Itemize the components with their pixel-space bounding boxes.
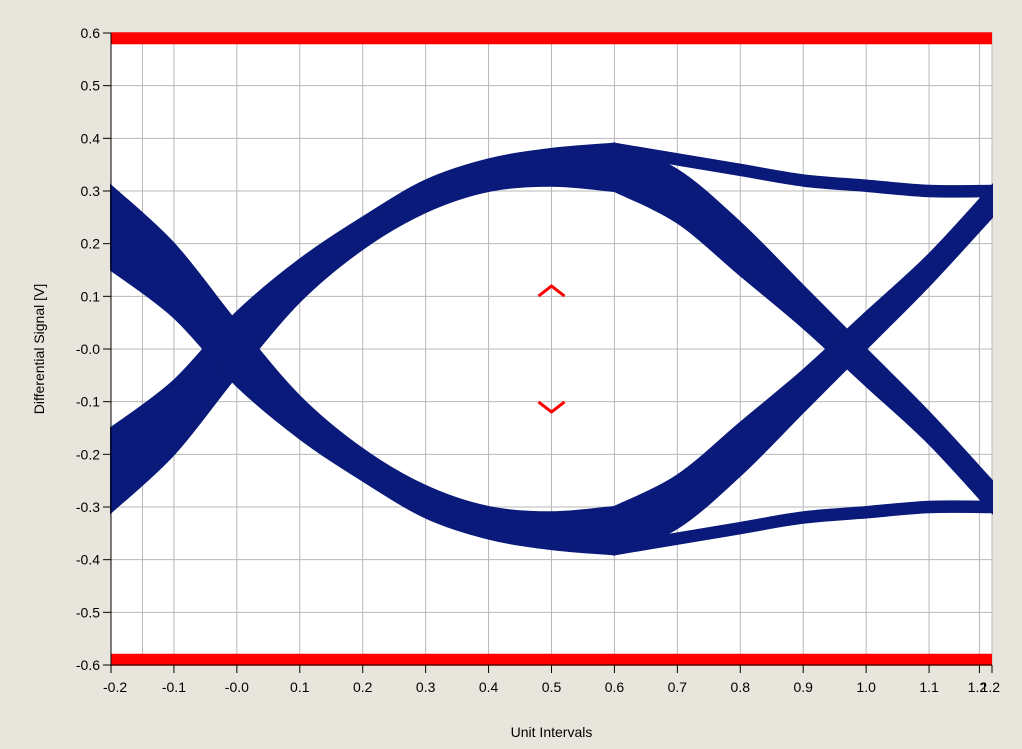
y-tick-label: -0.3 bbox=[76, 499, 100, 515]
x-tick-label: 1.0 bbox=[856, 679, 876, 695]
x-axis-title: Unit Intervals bbox=[511, 724, 593, 740]
y-tick-label: -0.4 bbox=[76, 552, 100, 568]
x-tick-label: -0.1 bbox=[162, 679, 186, 695]
mask-marker-caret-down bbox=[537, 400, 566, 414]
x-tick-label: 1.2 bbox=[968, 679, 988, 695]
y-tick-label: -0.1 bbox=[76, 394, 100, 410]
x-tick-label: 1.2 bbox=[981, 679, 1001, 695]
eye-trace-band-lower-rise bbox=[613, 183, 993, 556]
y-tick-label: 0.1 bbox=[81, 288, 101, 304]
x-tick-label: 0.3 bbox=[416, 679, 436, 695]
y-tick-label: 0.3 bbox=[81, 183, 101, 199]
x-tick-label: 0.8 bbox=[731, 679, 751, 695]
x-tick-label: 0.2 bbox=[353, 679, 373, 695]
mask-top-bar bbox=[111, 32, 992, 45]
y-tick-label: 0.5 bbox=[81, 78, 101, 94]
y-tick-label: 0.4 bbox=[81, 130, 101, 146]
y-tick-label: 0.6 bbox=[81, 25, 101, 41]
y-tick-label: -0.5 bbox=[76, 604, 100, 620]
mask-bottom-bar bbox=[111, 653, 992, 666]
x-tick-label: 0.6 bbox=[605, 679, 625, 695]
x-tick-label: 0.9 bbox=[793, 679, 813, 695]
eye-trace-band-upper-flat bbox=[613, 142, 993, 198]
y-tick-label: -0.6 bbox=[76, 657, 100, 673]
x-tick-label: -0.2 bbox=[103, 679, 127, 695]
x-tick-label: 0.1 bbox=[290, 679, 310, 695]
y-tick-label: -0.2 bbox=[76, 446, 100, 462]
x-tick-label: -0.0 bbox=[225, 679, 249, 695]
x-tick-label: 0.5 bbox=[542, 679, 562, 695]
y-tick-label: -0.0 bbox=[76, 341, 100, 357]
x-tick-label: 0.7 bbox=[668, 679, 688, 695]
y-tick-label: 0.2 bbox=[81, 236, 101, 252]
y-axis-title: Differential Signal [V] bbox=[31, 284, 47, 414]
mask-marker-caret-up bbox=[537, 284, 566, 298]
eye-trace-band-lower-flat bbox=[613, 500, 993, 556]
x-tick-label: 1.1 bbox=[919, 679, 939, 695]
x-tick-label: 0.4 bbox=[479, 679, 499, 695]
